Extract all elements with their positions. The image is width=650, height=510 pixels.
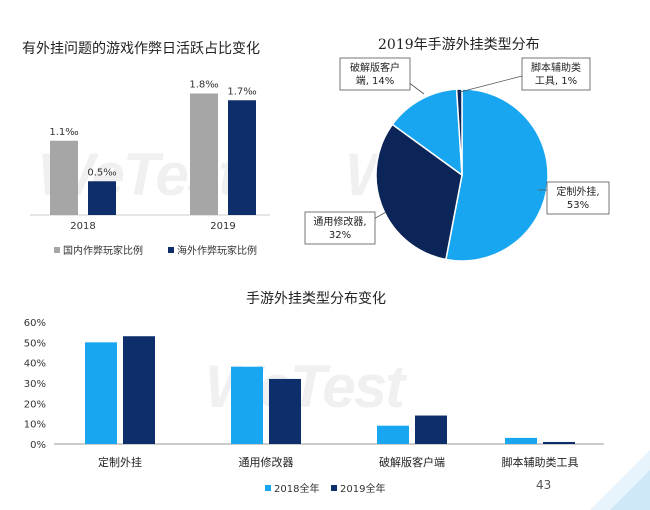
chart3-y-tick: 50% [24,338,46,349]
chart3-x-tick: 定制外挂 [98,455,142,469]
chart1-bar-2018-0 [50,140,78,215]
chart2-label-value: 端, 14% [356,74,395,87]
chart1-bar-2019-0 [190,93,218,215]
chart3-bar-3-0 [505,437,537,444]
chart2-slice-3 [455,88,463,176]
chart1-legend-label: 国内作弊玩家比例 [63,244,143,257]
chart2-svg: 定制外挂, 53% 通用修改器, 32% 破解版客户端, 14% 脚本辅助类工具, 1% [304,57,610,262]
chart3-title: 手游外挂类型分布变化 [246,291,386,307]
chart2-label-box [521,57,591,91]
chart2-leader-line [459,75,523,93]
chart2-label-value: 53% [567,200,589,211]
chart3-svg: 60% 50% 40% 30% 20% 10% 0% 定制外挂 通用修改器 破解版客户端 脚本辅助类… [24,318,604,495]
chart1-legend-swatch [54,247,60,253]
chart3-x-tick: 通用修改器 [239,455,294,469]
chart3-legend-swatch [331,485,337,491]
chart2-label-name: 定制外挂, [556,185,599,198]
chart2-slice-2 [391,88,463,177]
chart3-bar-1-0 [231,366,263,444]
chart1-x-tick: 2018 [70,221,95,232]
chart1-svg: 1.1‰ 0.5‰ 2018 1.8‰ 1.7‰ 2019 国内作弊玩家比例 海外作弊玩家比例 [30,80,270,257]
chart1-legend-swatch [168,247,174,253]
chart1-bar-2018-1 [88,181,116,215]
chart2-label-box [546,181,610,215]
chart3-bar-2-1 [415,415,447,444]
page-number: 43 [536,478,552,492]
chart1-x-tick: 2019 [210,221,235,232]
chart3-y-tick: 40% [24,359,46,370]
corner-decoration [590,450,650,510]
chart3-bar-2-0 [377,425,409,444]
chart2-label-value: 32% [329,230,351,241]
chart2-slice-1 [375,123,463,261]
chart3-legend-swatch [265,485,271,491]
chart3-x-tick: 脚本辅助类工具 [502,455,579,469]
chart3-legend-label: 2019全年 [340,482,385,495]
chart2-leader-line [407,81,425,95]
chart2-label-name: 破解版客户 [350,61,400,74]
chart1-data-label: 0.5‰ [87,167,116,178]
chart3-y-tick: 30% [24,379,46,390]
chart1-data-label: 1.7‰ [227,86,256,97]
chart2-title: 2019年手游外挂类型分布 [378,37,540,53]
chart3-bar-0-0 [85,342,117,444]
chart2-label-name: 通用修改器, [313,215,366,228]
chart1-title: 有外挂问题的游戏作弊日活跃占比变化 [22,41,260,57]
chart1-data-label: 1.1‰ [49,127,78,138]
chart1-legend-label: 海外作弊玩家比例 [177,244,257,257]
chart3-y-tick: 20% [24,399,46,410]
chart1-bar-2019-1 [228,100,256,215]
chart3-legend-label: 2018全年 [274,482,319,495]
chart3-bar-3-1 [543,441,575,444]
chart2-label-box [304,211,376,245]
chart2-label-value: 工具, 1% [535,75,577,87]
chart3-y-tick: 60% [24,318,46,329]
chart2-label-box [339,57,411,91]
chart1-data-label: 1.8‰ [189,80,218,91]
chart3-y-tick: 0% [30,440,46,451]
chart3-x-tick: 破解版客户端 [379,455,445,469]
chart3-y-tick: 10% [24,420,46,431]
chart3-bar-0-1 [123,336,155,444]
chart2-label-name: 脚本辅助类 [531,61,581,74]
chart3-bar-1-1 [269,378,301,444]
